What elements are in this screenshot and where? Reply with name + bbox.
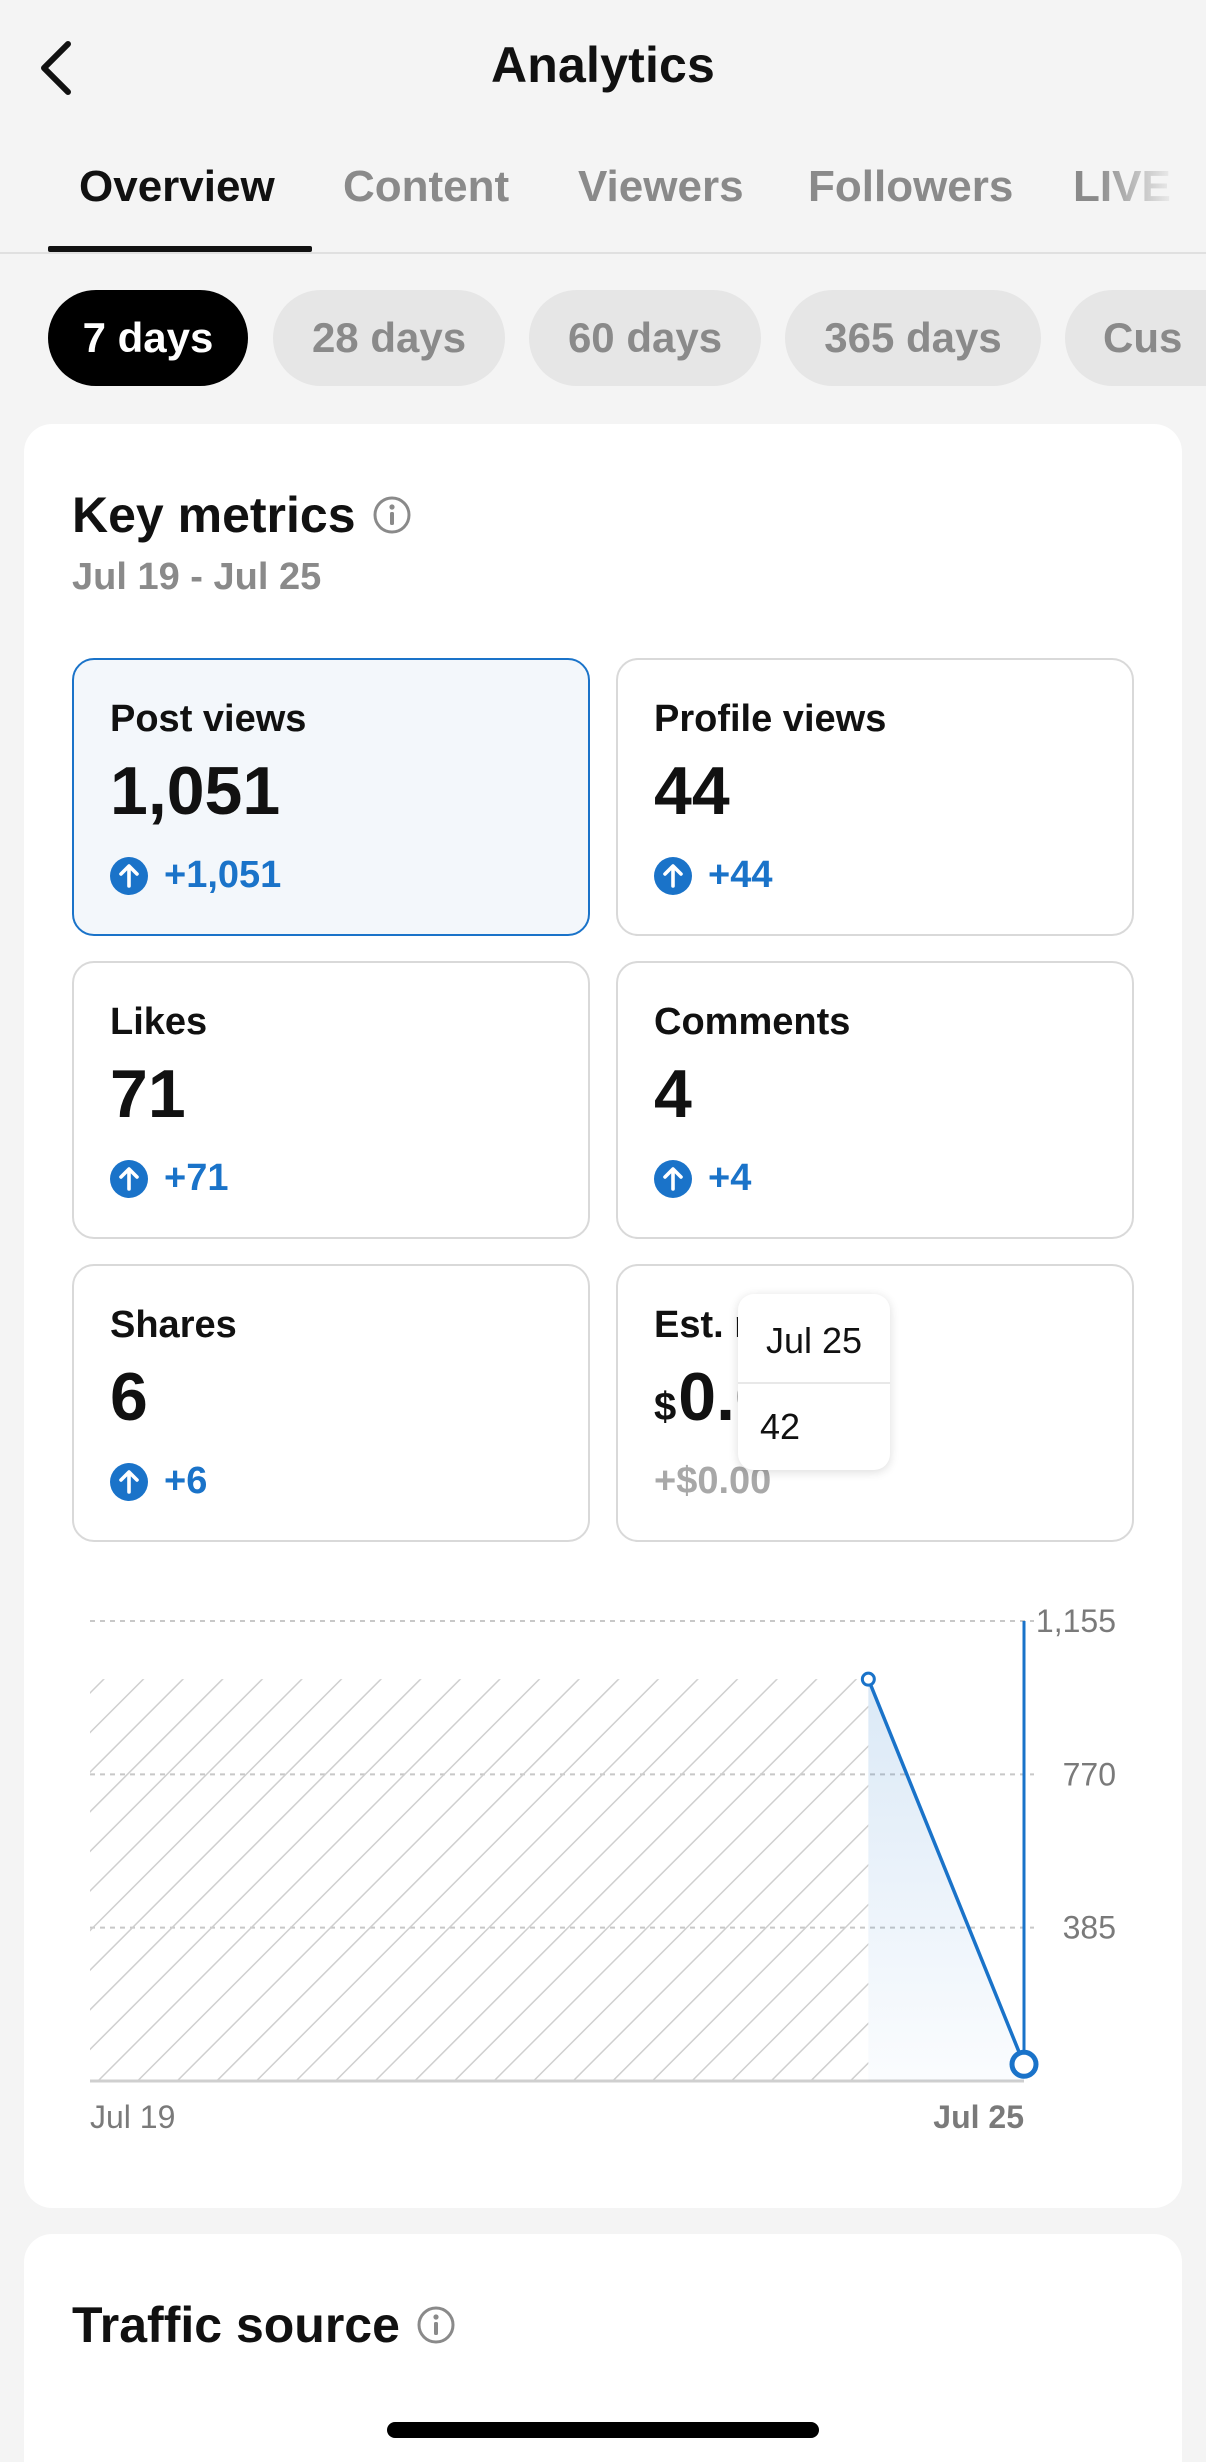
home-indicator [387,2422,819,2438]
chart-tooltip: Jul 25 42 [738,1294,890,1470]
arrow-up-circle-icon [654,1159,692,1198]
metric-change-value: +71 [164,1157,229,1199]
no-data-hatched-region [90,1679,869,2081]
range-60-days[interactable]: 60 days [529,290,761,386]
range-365-days[interactable]: 365 days [785,290,1041,386]
tab-content[interactable]: Content [343,162,510,211]
metric-comments[interactable]: Comments 4 +4 [616,961,1134,1239]
tab-viewers[interactable]: Viewers [578,162,744,211]
currency-symbol: $ [654,1385,677,1429]
arrow-up-circle-icon [110,1462,148,1501]
arrow-up-circle-icon [110,1159,148,1198]
arrow-up-circle-icon [110,856,148,895]
tooltip-value: 42 [760,1406,801,1447]
info-icon[interactable] [372,495,412,535]
info-icon[interactable] [416,2305,456,2345]
key-metrics-title: Key metrics [72,487,356,543]
y-tick-label-0: 385 [1063,1910,1116,1946]
arrow-up-circle-icon [654,856,692,895]
metric-shares[interactable]: Shares 6 +6 [72,1264,590,1542]
metric-label: Post views [110,698,307,740]
metric-label: Shares [110,1304,237,1346]
tooltip-date: Jul 25 [765,1320,863,1361]
metric-label: Profile views [654,698,887,740]
metric-profile-views[interactable]: Profile views 44 +44 [616,658,1134,936]
x-tick-label-1: Jul 25 [933,2099,1024,2135]
metric-value: 4 [654,1056,692,1132]
data-point-0 [860,1671,876,1687]
metric-value: 6 [110,1359,148,1435]
y-tick-label-2: 1,155 [1036,1603,1116,1639]
metric-change-value: +44 [708,854,773,896]
back-button[interactable] [36,30,100,106]
metric-change: +44 [654,854,772,897]
key-metrics-heading: Key metrics [72,486,412,544]
metric-value: 44 [654,753,730,829]
x-tick-label-0: Jul 19 [90,2099,175,2135]
series-line [866,1678,1026,2065]
tooltip-divider [738,1382,890,1384]
metrics-date-range: Jul 19 - Jul 25 [72,556,322,598]
y-tick-label-1: 770 [1063,1756,1116,1792]
metric-label: Comments [654,1001,851,1043]
active-tab-indicator [48,246,312,252]
metric-change: +1,051 [110,854,281,897]
chevron-left-icon [41,41,71,95]
metric-value: 71 [110,1056,186,1132]
data-point-1 [1009,2049,1039,2079]
range-28-days[interactable]: 28 days [273,290,505,386]
metric-change: +71 [110,1157,228,1200]
traffic-source-title: Traffic source [72,2297,400,2353]
metric-value: 1,051 [110,753,281,829]
range-custom[interactable]: Cus [1065,290,1206,386]
traffic-source-heading: Traffic source [72,2296,456,2354]
date-range-selector: 7 days 28 days 60 days 365 days Cus [0,290,1206,386]
tab-overview[interactable]: Overview [79,162,275,211]
metric-change: +4 [654,1157,751,1200]
tab-followers[interactable]: Followers [808,162,1014,211]
metric-label: Likes [110,1001,208,1043]
metric-change-value: +6 [164,1460,208,1502]
post-views-chart[interactable]: Jul 19 Jul 25 385 770 1,155 [0,0,1206,2200]
metric-change-value: +4 [708,1157,752,1199]
metric-post-views[interactable]: Post views 1,051 +1,051 [72,658,590,936]
metric-likes[interactable]: Likes 71 +71 [72,961,590,1239]
page-title: Analytics [490,37,716,93]
top-bar: Analytics [0,0,1206,136]
metric-change: +6 [110,1460,207,1503]
range-7-days[interactable]: 7 days [48,290,248,386]
metric-change-value: +1,051 [164,854,282,896]
